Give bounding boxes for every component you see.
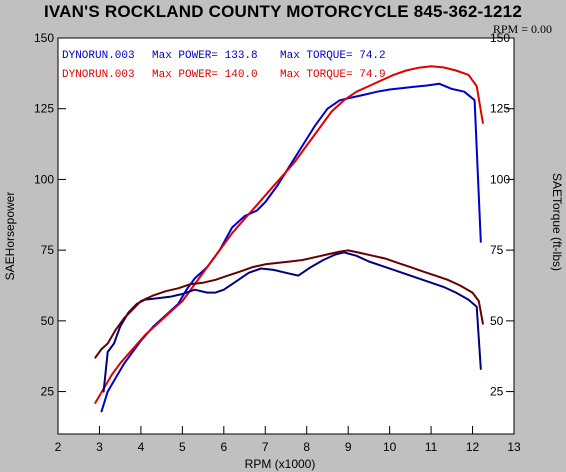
legend-torque-2: Max TORQUE= 74.9 [280, 69, 386, 81]
x-axis-label: RPM (x1000) [245, 457, 316, 471]
plot-area [58, 38, 514, 434]
x-tick-label: 8 [303, 440, 310, 454]
x-tick-label: 6 [220, 440, 227, 454]
y-tick-label-right: 125 [490, 102, 510, 116]
y-tick-label-left: 125 [34, 102, 54, 116]
y-tick-label-right: 25 [490, 385, 504, 399]
x-tick-label: 2 [55, 440, 62, 454]
y-tick-label-left: 75 [41, 243, 55, 257]
x-tick-label: 4 [138, 440, 145, 454]
x-tick-label: 12 [466, 440, 480, 454]
x-tick-label: 11 [425, 440, 438, 454]
x-tick-label: 10 [383, 440, 397, 454]
legend-torque-1: Max TORQUE= 74.2 [280, 50, 386, 62]
y-axis-label-right: SAETorque (ft-lbs) [550, 173, 564, 271]
legend-power-1: Max POWER= 133.8 [152, 50, 258, 62]
plot-frame [57, 37, 515, 435]
x-tick-label: 3 [96, 440, 103, 454]
y-axis-label-left: SAEHorsepower [3, 192, 17, 281]
x-tick-label: 13 [507, 440, 521, 454]
x-tick-label: 9 [345, 440, 352, 454]
y-tick-label-left: 150 [34, 31, 54, 45]
y-tick-label-right: 75 [490, 243, 504, 257]
x-tick-label: 7 [262, 440, 269, 454]
chart-title: IVAN'S ROCKLAND COUNTY MOTORCYCLE 845-36… [43, 2, 522, 21]
legend-run-1: DYNORUN.003 [62, 50, 135, 62]
y-tick-label-right: 100 [490, 172, 510, 186]
y-tick-label-left: 25 [41, 385, 55, 399]
rpm-readout: RPM = 0.00 [492, 22, 552, 36]
x-tick-label: 5 [179, 440, 186, 454]
legend-run-2: DYNORUN.003 [62, 69, 135, 81]
series-line-power-2 [94, 65, 484, 404]
y-tick-label-left: 50 [41, 314, 55, 328]
series-line-torque-4 [94, 249, 484, 359]
legend-power-2: Max POWER= 140.0 [152, 69, 258, 81]
y-tick-label-left: 100 [34, 172, 54, 186]
y-tick-label-right: 50 [490, 314, 504, 328]
